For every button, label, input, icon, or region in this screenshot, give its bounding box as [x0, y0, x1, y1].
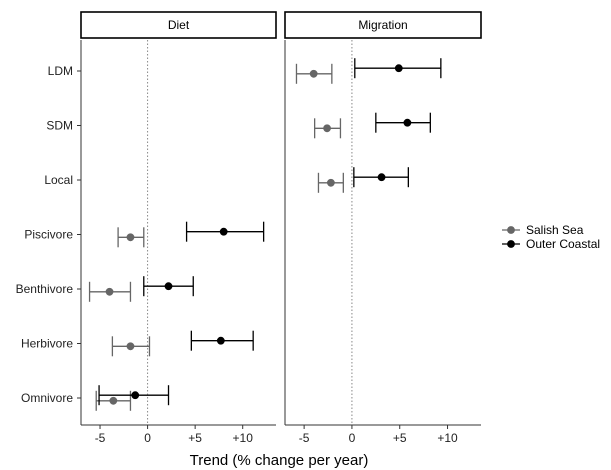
x-tick-label: +5: [188, 431, 202, 445]
legend-key-marker: [507, 240, 515, 248]
data-point: [403, 118, 412, 127]
y-tick-label: Herbivore: [21, 337, 73, 351]
x-tick-label: +10: [233, 431, 254, 445]
x-tick-label: +5: [393, 431, 407, 445]
axes: LDM SDM Local Piscivore Benthivore Herbivore O…: [16, 40, 481, 445]
x-tick-label: +10: [437, 431, 458, 445]
data-point: [109, 396, 118, 405]
facet-strip-label: Diet: [168, 18, 190, 32]
data-point: [131, 391, 140, 400]
x-tick-label: 0: [144, 431, 151, 445]
x-tick-label: -5: [95, 431, 106, 445]
data-point: [164, 282, 173, 291]
y-tick-label: Local: [44, 173, 73, 187]
data-point: [323, 124, 331, 133]
data-point: [394, 64, 403, 73]
data-point: [126, 342, 135, 351]
x-tick-label: 0: [349, 431, 356, 445]
legend-label: Outer Coastal: [526, 237, 600, 251]
facet-strip: [284, 11, 482, 39]
data-point: [219, 227, 228, 236]
x-axis-title: Trend (% change per year): [190, 452, 369, 469]
facet-strip-label: Migration: [358, 18, 407, 32]
y-tick-label: Piscivore: [24, 228, 73, 242]
data-point: [126, 233, 135, 242]
legend-label: Salish Sea: [526, 223, 584, 237]
legend-key-marker: [507, 226, 515, 234]
x-tick-label: -5: [299, 431, 310, 445]
y-tick-label: LDM: [48, 64, 73, 78]
data-point: [309, 69, 318, 78]
facet-strip: [80, 11, 277, 39]
error-bar: [375, 112, 431, 133]
y-tick-label: SDM: [46, 119, 73, 133]
data-marks: [88, 58, 442, 411]
data-point: [326, 178, 335, 187]
data-point: [105, 287, 114, 296]
panels: Diet Migration: [80, 11, 482, 39]
data-point: [377, 173, 386, 182]
y-tick-label: Benthivore: [16, 282, 74, 296]
y-tick-label: Omnivore: [21, 391, 73, 405]
data-point: [216, 336, 225, 345]
